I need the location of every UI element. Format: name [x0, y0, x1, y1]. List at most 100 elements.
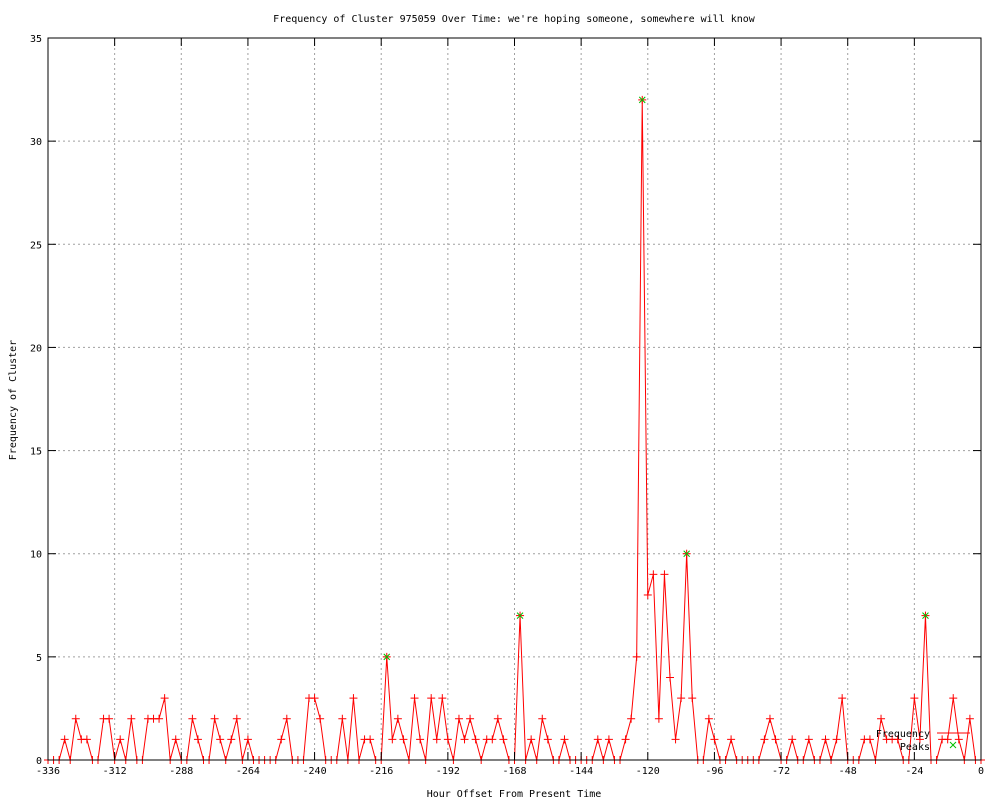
y-axis-label: Frequency of Cluster [8, 340, 19, 460]
frequency-point [760, 735, 769, 744]
frequency-point [349, 694, 358, 703]
frequency-point [127, 714, 136, 723]
y-tick-label: 0 [36, 756, 42, 767]
peak-x2 [638, 96, 646, 104]
frequency-point [366, 735, 375, 744]
peak-point [383, 653, 391, 661]
frequency-point [671, 735, 680, 744]
frequency-point [227, 735, 236, 744]
y-tick-label: 35 [30, 34, 42, 45]
chart-title: Frequency of Cluster 975059 Over Time: w… [273, 14, 756, 25]
frequency-point [838, 694, 847, 703]
x-tick-label: -288 [169, 766, 193, 777]
y-tick-label: 30 [30, 137, 42, 148]
x-tick-label: -240 [303, 766, 327, 777]
frequency-point [443, 735, 452, 744]
frequency-point [832, 735, 841, 744]
peak-point [638, 96, 646, 104]
frequency-point [116, 735, 125, 744]
frequency-point [710, 735, 719, 744]
frequency-point [949, 694, 958, 703]
frequency-point [632, 652, 641, 661]
frequency-point [155, 714, 164, 723]
frequency-point [160, 694, 169, 703]
legend: Frequency Peaks [876, 729, 970, 753]
frequency-point [438, 694, 447, 703]
frequency-point [216, 735, 225, 744]
peak-x2 [516, 612, 524, 619]
frequency-point [427, 694, 436, 703]
x-tick-label: -168 [502, 766, 526, 777]
frequency-point [727, 735, 736, 744]
legend-marker-peaks [949, 741, 957, 749]
frequency-point [543, 735, 552, 744]
x-tick-label: -192 [436, 766, 460, 777]
frequency-point [954, 735, 963, 744]
x-tick-label: -120 [636, 766, 660, 777]
frequency-point [821, 735, 830, 744]
legend-label-frequency: Frequency [876, 729, 930, 740]
frequency-point [388, 735, 397, 744]
peak-point [922, 612, 929, 619]
frequency-point [432, 735, 441, 744]
x-tick-label: -24 [905, 766, 923, 777]
frequency-point [910, 694, 919, 703]
frequency-point [82, 735, 91, 744]
frequency-point [654, 714, 663, 723]
peak-point [516, 612, 524, 619]
x-tick-label: -72 [772, 766, 790, 777]
x-tick-label: -312 [103, 766, 127, 777]
frequency-point [527, 735, 536, 744]
frequency-point [488, 735, 497, 744]
frequency-point [771, 735, 780, 744]
frequency-point [560, 735, 569, 744]
frequency-point [621, 735, 630, 744]
frequency-point [965, 714, 974, 723]
frequency-point [232, 714, 241, 723]
frequency-point [410, 694, 419, 703]
frequency-point [893, 735, 902, 744]
frequency-point [765, 714, 774, 723]
peak-point [683, 550, 691, 558]
frequency-point [788, 735, 797, 744]
frequency-point [188, 714, 197, 723]
frequency-point [393, 714, 402, 723]
frequency-point [660, 570, 669, 579]
frequency-point [915, 735, 924, 744]
frequency-point [471, 735, 480, 744]
frequency-point [338, 714, 347, 723]
frequency-point [877, 714, 886, 723]
peak-x2 [683, 550, 691, 558]
frequency-point [466, 714, 475, 723]
frequency-point [193, 735, 202, 744]
x-tick-label: -48 [839, 766, 857, 777]
frequency-point [677, 694, 686, 703]
x-tick-label: -264 [236, 766, 260, 777]
frequency-point [493, 714, 502, 723]
frequency-point [604, 735, 613, 744]
x-tick-label: -216 [369, 766, 393, 777]
x-tick-label: 0 [978, 766, 984, 777]
y-tick-label: 20 [30, 343, 42, 354]
frequency-point [804, 735, 813, 744]
peak-x2 [383, 653, 391, 661]
frequency-point [243, 735, 252, 744]
frequency-point [454, 714, 463, 723]
frequency-point [71, 714, 80, 723]
frequency-point [643, 590, 652, 599]
x-tick-label: -144 [569, 766, 593, 777]
frequency-point [399, 735, 408, 744]
legend-label-peaks: Peaks [900, 742, 930, 753]
frequency-point [499, 735, 508, 744]
y-tick-label: 10 [30, 550, 42, 561]
y-tick-label: 15 [30, 447, 42, 458]
frequency-point [688, 694, 697, 703]
frequency-point [416, 735, 425, 744]
frequency-point [666, 673, 674, 682]
frequency-point [310, 694, 319, 703]
frequency-point [704, 714, 713, 723]
frequency-point [60, 735, 69, 744]
frequency-point [171, 735, 180, 744]
